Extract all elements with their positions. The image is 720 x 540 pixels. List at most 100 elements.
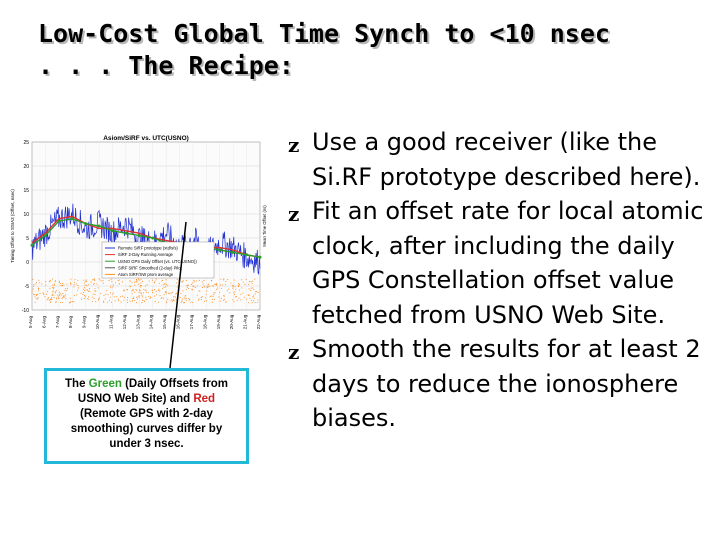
residual-point xyxy=(223,279,225,281)
residual-point xyxy=(56,297,58,299)
residual-point xyxy=(140,293,142,295)
residual-point xyxy=(141,280,144,282)
residual-point xyxy=(122,295,124,297)
caption-red-word: Red xyxy=(193,393,216,405)
residual-point xyxy=(238,284,240,286)
residual-point xyxy=(37,298,39,300)
residual-point xyxy=(107,294,109,296)
residual-point xyxy=(194,286,197,289)
residual-point xyxy=(190,301,192,303)
residual-point xyxy=(58,291,61,293)
residual-point xyxy=(70,283,72,285)
residual-point xyxy=(251,283,253,285)
residual-point xyxy=(129,285,131,287)
residual-point xyxy=(90,281,92,283)
residual-point xyxy=(136,289,138,291)
residual-point xyxy=(148,280,150,282)
residual-point xyxy=(167,285,169,287)
residual-point xyxy=(66,290,68,292)
residual-point xyxy=(138,279,140,281)
z-bullet-icon: z xyxy=(288,340,300,364)
residual-point xyxy=(113,296,115,298)
x-tick-label: 10-Aug xyxy=(95,314,100,329)
residual-point xyxy=(140,282,142,284)
residual-point xyxy=(223,278,225,280)
residual-point xyxy=(108,279,110,282)
residual-point xyxy=(244,283,246,286)
residual-point xyxy=(254,302,256,304)
residual-point xyxy=(159,295,161,297)
residual-point xyxy=(191,288,193,290)
residual-point xyxy=(227,279,229,281)
residual-point xyxy=(143,288,145,290)
residual-point xyxy=(100,292,102,295)
side-axis-label: Mean Time Offset (ns) xyxy=(262,205,267,247)
usno-daily-point xyxy=(151,236,155,240)
residual-point xyxy=(141,294,143,296)
residual-point xyxy=(94,288,96,290)
residual-point xyxy=(203,280,205,282)
usno-daily-point xyxy=(137,234,141,238)
bullet-text: Fit an offset rate for local atomic cloc… xyxy=(312,197,704,329)
residual-point xyxy=(59,283,62,285)
residual-point xyxy=(199,290,201,292)
residual-point xyxy=(74,279,76,281)
usno-daily-point xyxy=(30,243,34,247)
residual-point xyxy=(73,284,75,286)
residual-point xyxy=(165,286,167,288)
residual-point xyxy=(213,292,215,294)
residual-point xyxy=(149,297,151,299)
residual-point xyxy=(222,295,225,297)
residual-point xyxy=(221,284,223,286)
residual-point xyxy=(34,296,36,298)
residual-point xyxy=(192,289,194,291)
residual-point xyxy=(77,287,79,289)
residual-point xyxy=(252,296,254,298)
residual-point xyxy=(235,288,237,290)
residual-point xyxy=(134,291,136,293)
residual-point xyxy=(112,286,114,288)
residual-point xyxy=(232,299,234,301)
residual-point xyxy=(134,300,136,302)
z-bullet-icon: z xyxy=(288,133,300,157)
residual-point xyxy=(103,301,105,303)
residual-point xyxy=(186,286,188,288)
residual-point xyxy=(130,286,132,288)
x-tick-label: 11-Aug xyxy=(108,314,113,329)
residual-point xyxy=(123,290,125,292)
residual-point xyxy=(86,284,88,287)
residual-point xyxy=(54,283,56,285)
residual-point xyxy=(185,295,187,297)
residual-point xyxy=(93,283,95,285)
residual-point xyxy=(106,290,108,292)
chart-title: Asiom/SiRF vs. UTC(USNO) xyxy=(103,135,189,142)
plot-area xyxy=(31,141,261,311)
residual-point xyxy=(53,284,55,286)
residual-point xyxy=(58,281,60,284)
residual-point xyxy=(126,301,128,304)
residual-point xyxy=(93,282,95,285)
residual-point xyxy=(96,283,98,285)
residual-point xyxy=(154,280,156,282)
residual-point xyxy=(51,278,53,280)
residual-point xyxy=(31,290,33,292)
residual-point xyxy=(42,292,44,294)
residual-point xyxy=(185,279,187,282)
residual-point xyxy=(117,280,119,282)
residual-point xyxy=(54,281,56,283)
legend-entry: Remote SiRF prototype (xtd/s/s) xyxy=(118,246,178,251)
residual-point xyxy=(211,279,213,281)
residual-point xyxy=(83,279,85,281)
residual-point xyxy=(211,298,213,301)
x-tick-label: 7-Aug xyxy=(55,316,60,329)
residual-point xyxy=(123,299,125,301)
bullet-item: z Fit an offset rate for local atomic cl… xyxy=(286,194,716,332)
residual-point xyxy=(257,291,259,294)
residual-point xyxy=(73,301,75,303)
residual-point xyxy=(179,296,181,298)
residual-point xyxy=(138,283,140,285)
residual-point xyxy=(61,285,63,287)
residual-point xyxy=(233,293,236,296)
residual-point xyxy=(141,299,143,301)
residual-point xyxy=(241,279,243,281)
